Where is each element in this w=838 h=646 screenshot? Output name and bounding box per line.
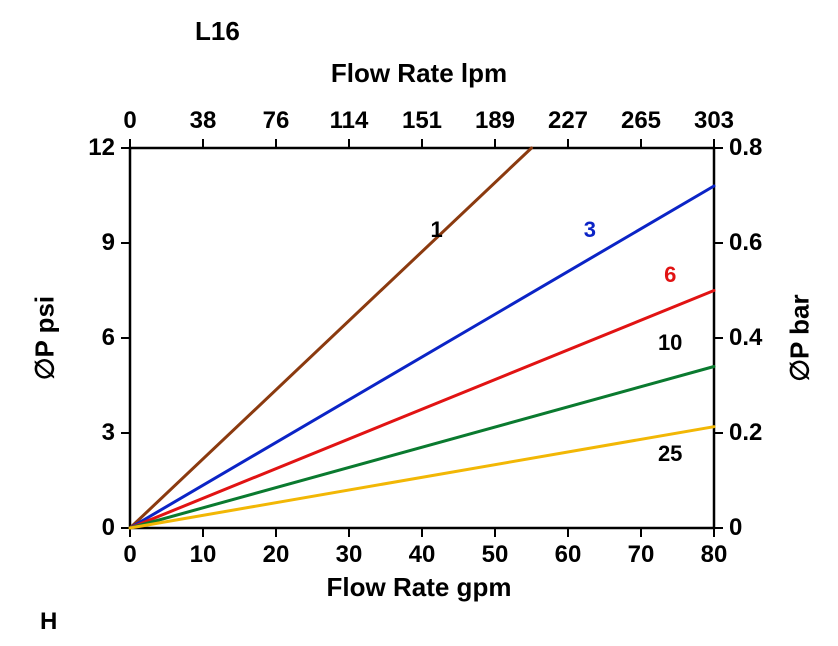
y-left-tick-label: 12: [88, 134, 115, 162]
x-bottom-tick-label: 70: [628, 541, 655, 569]
y-left-tick-label: 3: [102, 419, 115, 447]
x-top-tick-label: 189: [475, 107, 515, 135]
x-top-tick-label: 303: [694, 107, 734, 135]
x-bottom-tick-label: 60: [555, 541, 582, 569]
y-right-tick-label: 0: [729, 514, 742, 542]
y-left-tick-label: 0: [102, 514, 115, 542]
x-top-tick-label: 76: [263, 107, 290, 135]
x-bottom-tick-label: 20: [263, 541, 290, 569]
y-left-tick-label: 6: [102, 324, 115, 352]
series-label: 25: [658, 441, 682, 467]
y-right-tick-label: 0.6: [729, 229, 762, 257]
x-top-tick-label: 265: [621, 107, 661, 135]
series-label: 1: [430, 217, 442, 243]
y-right-tick-label: 0.8: [729, 134, 762, 162]
x-top-tick-label: 227: [548, 107, 588, 135]
y-right-tick-label: 0.2: [729, 419, 762, 447]
x-top-tick-label: 38: [190, 107, 217, 135]
x-bottom-tick-label: 30: [336, 541, 363, 569]
series-label: 6: [664, 262, 676, 288]
y-right-tick-label: 0.4: [729, 324, 762, 352]
x-bottom-tick-label: 80: [701, 541, 728, 569]
x-top-tick-label: 151: [402, 107, 442, 135]
x-top-tick-label: 114: [330, 107, 369, 135]
series-label: 3: [584, 217, 596, 243]
chart-container: L16 Flow Rate lpm Flow Rate gpm ∅P psi ∅…: [0, 0, 838, 646]
x-bottom-tick-label: 50: [482, 541, 509, 569]
y-left-tick-label: 9: [102, 229, 115, 257]
series-label: 10: [658, 330, 682, 356]
x-bottom-tick-label: 10: [190, 541, 217, 569]
x-bottom-tick-label: 0: [123, 541, 136, 569]
x-bottom-tick-label: 40: [409, 541, 436, 569]
x-top-tick-label: 0: [123, 107, 136, 135]
